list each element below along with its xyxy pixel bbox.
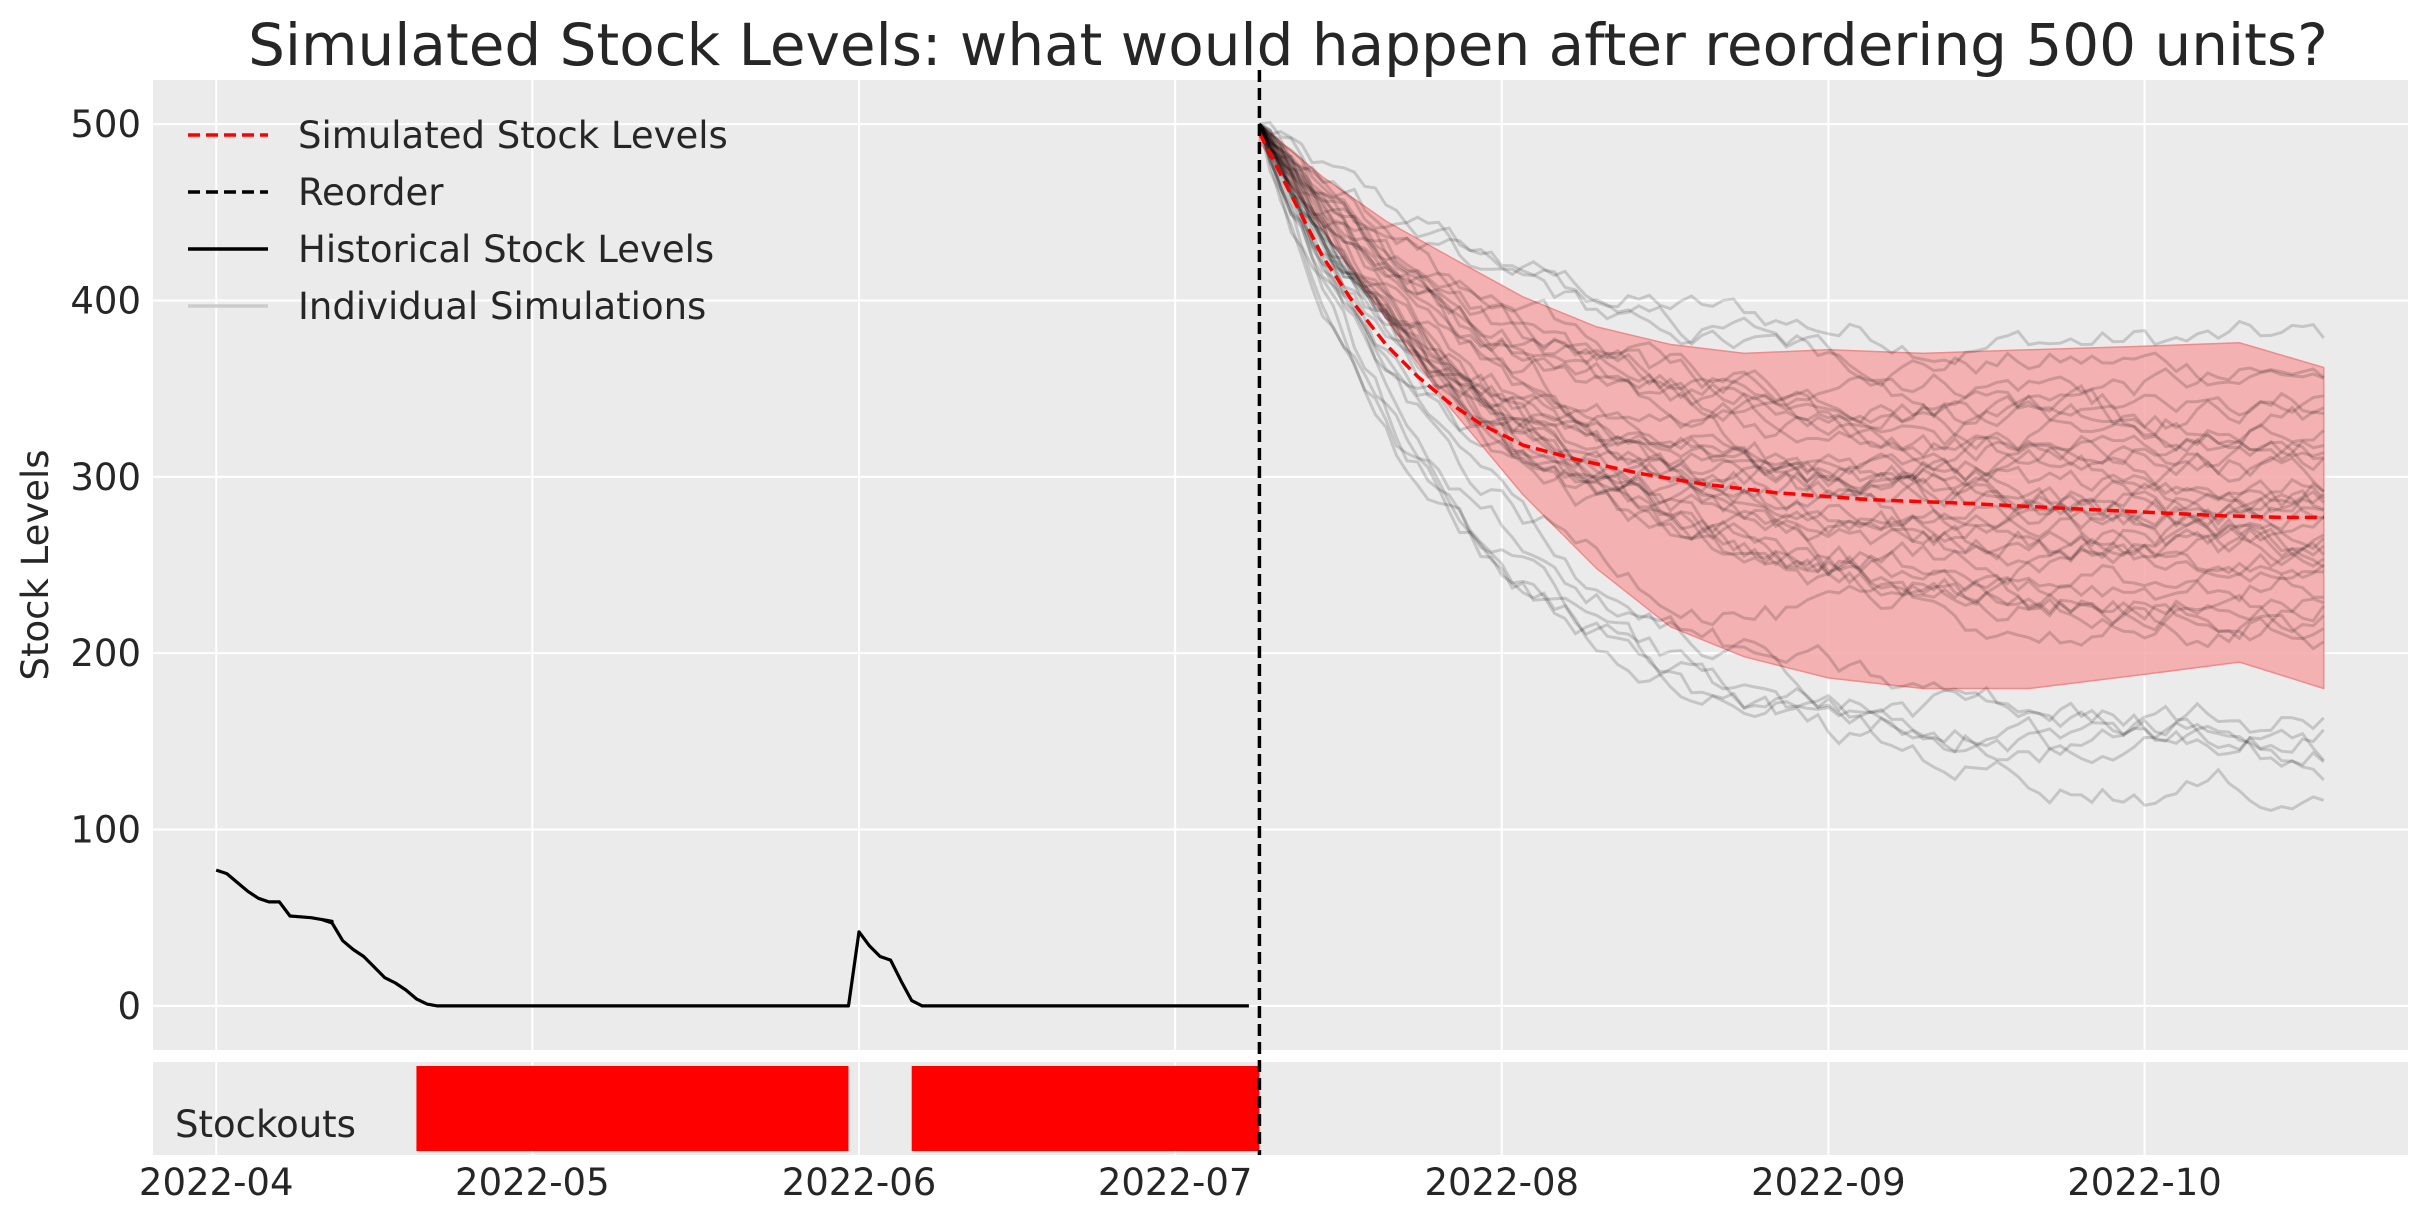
simulation-line (1258, 123, 2325, 553)
stockouts-bars (416, 1066, 1260, 1151)
simulation-line (1258, 123, 2325, 532)
simulation-line (1257, 123, 2325, 737)
simulation-line (1258, 123, 2325, 366)
simulation-line (1257, 123, 2325, 767)
simulation-line (1257, 123, 2325, 651)
simulation-line (1258, 123, 2324, 426)
x-tick-label: 2022-08 (1424, 1161, 1579, 1204)
historical-layer (215, 868, 1249, 1008)
simulation-line (1258, 123, 2325, 463)
legend-label: Historical Stock Levels (298, 228, 714, 271)
simulation-line (1258, 123, 2325, 493)
simulation-line (1258, 123, 2324, 450)
y-tick-label: 0 (117, 985, 141, 1028)
individual-simulations-layer (1257, 120, 2325, 812)
y-tick-labels: 0 100 200 300 400 500 (70, 103, 141, 1028)
simulated-band (1258, 122, 2325, 690)
simulation-line (1258, 123, 2324, 603)
simulation-line (1258, 123, 2325, 598)
simulation-line (1257, 123, 2325, 437)
stockout-bar (911, 1066, 1260, 1151)
legend-label: Reorder (298, 171, 444, 214)
simulation-line (1259, 120, 2325, 400)
main-gridlines (153, 80, 2408, 1050)
legend-label: Individual Simulations (298, 285, 706, 328)
simulation-line (1258, 123, 2324, 478)
simulation-line (1258, 123, 2324, 583)
simulation-line (1257, 123, 2325, 812)
simulation-line (1258, 123, 2325, 388)
legend: Simulated Stock Levels Reorder Historical … (188, 114, 728, 328)
x-tick-label: 2022-06 (782, 1161, 937, 1204)
stockouts-label: Stockouts (175, 1103, 356, 1146)
y-tick-label: 500 (70, 103, 141, 146)
y-tick-label: 200 (70, 632, 141, 675)
simulation-line (1258, 123, 2325, 505)
y-tick-label: 300 (70, 456, 141, 499)
simulation-line (1257, 123, 2325, 757)
y-axis-label: Stock Levels (14, 449, 57, 680)
y-tick-label: 100 (70, 809, 141, 852)
simulation-line (1258, 123, 2325, 527)
simulation-line (1258, 123, 2325, 540)
simulated-mean-line (1257, 132, 2324, 520)
main-plot-content (215, 120, 2325, 1008)
x-tick-labels: 2022-04 2022-05 2022-06 2022-07 2022-08 2022-… (139, 1161, 2222, 1204)
x-tick-label: 2022-09 (1751, 1161, 1906, 1204)
simulation-line (1258, 123, 2325, 517)
x-tick-label: 2022-10 (2067, 1161, 2222, 1204)
simulation-line (1258, 123, 2325, 642)
chart-title: Simulated Stock Levels: what would happe… (248, 11, 2328, 79)
simulation-line (1258, 122, 2325, 557)
x-tick-label: 2022-07 (1098, 1161, 1253, 1204)
y-tick-label: 400 (70, 279, 141, 322)
simulation-line (1258, 123, 2325, 632)
simulation-line (1258, 123, 2325, 561)
simulation-line (1258, 122, 2325, 477)
simulation-line (1258, 123, 2325, 522)
legend-label: Simulated Stock Levels (298, 114, 728, 157)
stockout-bar (416, 1066, 849, 1151)
simulation-line (1258, 123, 2325, 764)
simulation-line (1258, 123, 2325, 641)
historical-line (215, 868, 1249, 1008)
simulation-line (1257, 123, 2325, 781)
simulation-line (1258, 123, 2324, 532)
simulation-line (1258, 123, 2325, 472)
simulation-line (1258, 123, 2325, 640)
simulation-line (1258, 122, 2325, 458)
x-tick-label: 2022-04 (139, 1161, 294, 1204)
simulation-line (1258, 122, 2325, 569)
x-tick-label: 2022-05 (455, 1161, 610, 1204)
simulated-mean-layer (1257, 132, 2324, 520)
simulation-line (1258, 123, 2324, 530)
simulation-line (1258, 123, 2325, 574)
simulation-line (1257, 123, 2325, 586)
simulated-band-layer (1258, 122, 2325, 690)
